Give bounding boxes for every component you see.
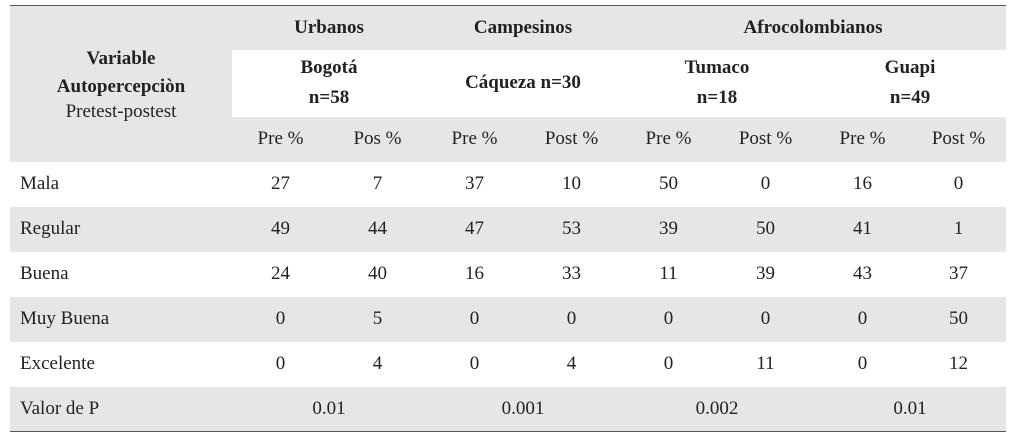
- table-cell: 43: [853, 263, 872, 284]
- pvalue-row: Valor de P 0.01 0.001 0.002 0.01: [10, 386, 1007, 432]
- pvalue-cell: 0.01: [893, 397, 927, 419]
- col-header: Post %: [931, 128, 986, 149]
- table-cell: 27: [271, 173, 290, 194]
- table-row: Excelente 0 4 0 4 0 11 0 12: [10, 341, 1007, 387]
- table-row: Regular 49 44 47 53 39 50 41 1: [10, 206, 1007, 252]
- pvalue-cell: 0.01: [312, 397, 346, 419]
- table-cell: 50: [756, 218, 775, 239]
- table-cell: 0: [760, 173, 771, 194]
- site-tumaco: Tumaco n=18: [620, 49, 814, 117]
- row-label: Mala: [20, 173, 60, 194]
- variable-subtitle: Autopercepciòn: [56, 75, 186, 97]
- table-cell: 11: [756, 353, 775, 374]
- site-bogota-n: n=58: [308, 87, 350, 108]
- variable-note: Pretest-postest: [65, 100, 177, 122]
- col-header: Post %: [544, 128, 599, 149]
- table-cell: 37: [949, 263, 969, 284]
- table-cell: 10: [562, 173, 581, 194]
- group-urbanos: Urbanos: [232, 5, 426, 50]
- table-cell: 49: [271, 218, 290, 239]
- group-afrocolombianos: Afrocolombianos: [620, 5, 1007, 50]
- col-header: Pre %: [839, 128, 886, 149]
- row-label: Buena: [20, 263, 69, 284]
- table-cell: 41: [853, 218, 872, 239]
- group-campesinos: Campesinos: [426, 5, 620, 50]
- col-header: Pre %: [645, 128, 692, 149]
- table-cell: 4: [566, 353, 577, 374]
- pvalue-cell: 0.001: [501, 397, 545, 419]
- pvalue-label: Valor de P: [20, 397, 100, 419]
- table-cell: 0: [663, 308, 674, 329]
- table-cell: 39: [756, 263, 775, 284]
- site-bogota-name: Bogotá: [300, 57, 358, 78]
- site-guapi-name: Guapi: [884, 57, 936, 78]
- group-header-row: Variable Autopercepciòn Pretest-postest …: [10, 5, 1007, 162]
- table-cell: 0: [857, 353, 868, 374]
- table-row: Buena 24 40 16 33 11 39 43 37: [10, 251, 1007, 297]
- table-cell: 5: [372, 308, 383, 329]
- row-label: Regular: [20, 218, 81, 239]
- table-cell: 50: [949, 308, 969, 329]
- results-table: Variable Autopercepciòn Pretest-postest …: [10, 5, 1007, 432]
- table-cell: 0: [469, 353, 480, 374]
- site-tumaco-name: Tumaco: [684, 57, 750, 78]
- table-cell: 44: [368, 218, 387, 239]
- table-cell: 53: [562, 218, 581, 239]
- table-cell: 0: [469, 308, 480, 329]
- table-cell: 0: [663, 353, 674, 374]
- col-header: Post %: [738, 128, 793, 149]
- table-row: Mala 27 7 37 10 50 0 16 0: [10, 161, 1007, 207]
- site-bogota: Bogotá n=58: [232, 49, 426, 117]
- table-cell: 40: [368, 263, 387, 284]
- table-cell: 0: [275, 353, 286, 374]
- table-cell: 16: [465, 263, 484, 284]
- table-cell: 0: [953, 173, 964, 194]
- table-cell: 16: [853, 173, 872, 194]
- pvalue-cell: 0.002: [695, 397, 739, 419]
- table-cell: 24: [271, 263, 290, 284]
- table-cell: 50: [659, 173, 678, 194]
- site-caqueza: Cáqueza n=30: [426, 49, 620, 117]
- table-cell: 4: [372, 353, 383, 374]
- site-tumaco-n: n=18: [696, 87, 738, 108]
- table-row: Muy Buena 0 5 0 0 0 0 0 50: [10, 296, 1007, 342]
- row-label: Muy Buena: [20, 308, 110, 329]
- table-cell: 1: [953, 218, 964, 239]
- site-guapi-n: n=49: [889, 87, 931, 108]
- variable-header-cell: Variable Autopercepciòn Pretest-postest: [10, 5, 232, 162]
- site-header-row: Bogotá n=58 Cáqueza n=30 Tumaco n=18 Gua…: [10, 49, 1007, 117]
- table-body: Mala 27 7 37 10 50 0 16 0 Regular 49 44 47 53 39 50 41 1 B…: [10, 161, 1007, 387]
- table-cell: 12: [949, 353, 969, 374]
- site-guapi: Guapi n=49: [814, 49, 1007, 117]
- table-cell: 0: [760, 308, 771, 329]
- table-cell: 0: [566, 308, 577, 329]
- table-cell: 47: [465, 218, 484, 239]
- table-cell: 11: [659, 263, 678, 284]
- col-header: Pos %: [353, 128, 402, 149]
- col-header: Pre %: [257, 128, 304, 149]
- table-cell: 33: [562, 263, 581, 284]
- table-cell: 0: [857, 308, 868, 329]
- table-cell: 7: [372, 173, 383, 194]
- col-header: Pre %: [451, 128, 498, 149]
- site-caqueza-name: Cáqueza n=30: [465, 72, 581, 93]
- table-cell: 0: [275, 308, 286, 329]
- row-label: Excelente: [20, 353, 95, 374]
- variable-title: Variable: [86, 47, 156, 69]
- table-cell: 39: [659, 218, 678, 239]
- table-cell: 37: [465, 173, 484, 194]
